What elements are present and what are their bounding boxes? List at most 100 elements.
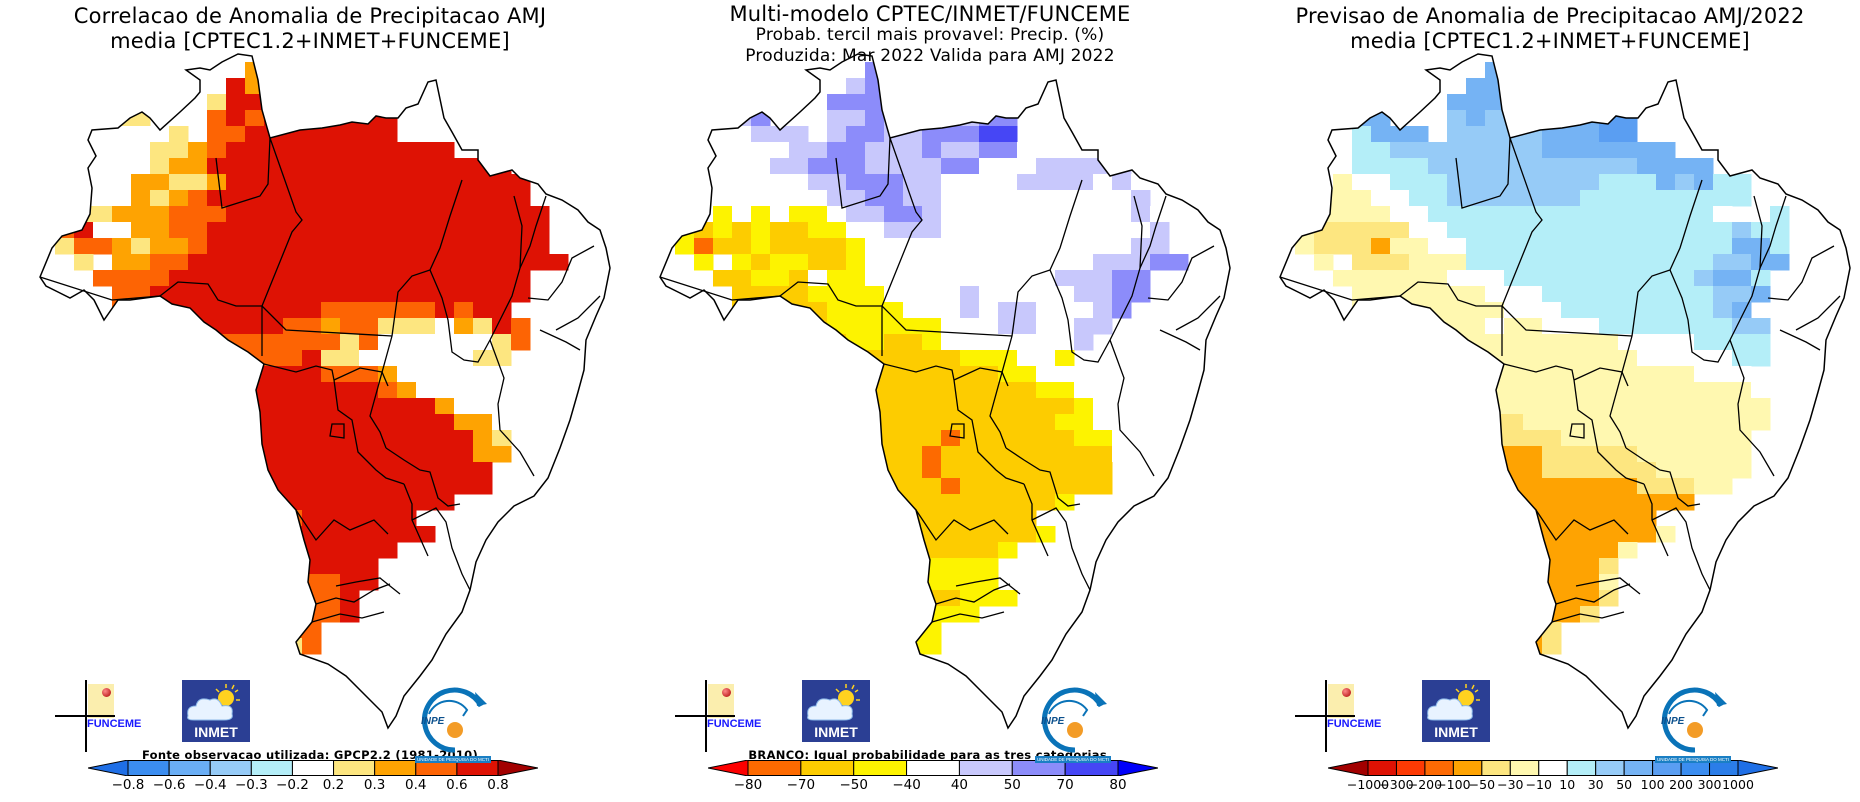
grid-cell <box>1112 222 1132 239</box>
grid-cell <box>998 206 1018 223</box>
grid-cell <box>884 670 904 687</box>
grid-cell <box>998 286 1018 303</box>
state-border <box>261 137 303 307</box>
grid-cell <box>340 526 360 543</box>
grid-cell <box>827 398 847 415</box>
grid-cell <box>1732 270 1752 287</box>
grid-cell <box>865 174 885 191</box>
grid-cell <box>378 542 398 559</box>
grid-cell <box>1371 222 1391 239</box>
grid-cell <box>359 398 379 415</box>
grid-cell <box>1561 366 1581 383</box>
grid-cell <box>941 222 961 239</box>
grid-cell <box>1485 222 1505 239</box>
grid-cell <box>1447 606 1467 623</box>
grid-cell <box>960 606 980 623</box>
grid-cell <box>770 302 790 319</box>
grid-cell <box>1580 350 1600 367</box>
grid-cell <box>979 558 999 575</box>
grid-cell <box>1637 206 1657 223</box>
grid-cell <box>340 542 360 559</box>
grid-cell <box>359 270 379 287</box>
grid-cell <box>827 206 847 223</box>
grid-cell <box>1637 526 1657 543</box>
colorbar-swatch <box>1395 760 1426 776</box>
grid-cell <box>1637 478 1657 495</box>
map-anomaly <box>1279 53 1851 730</box>
grid-cell <box>378 478 398 495</box>
grid-cell <box>1485 318 1505 335</box>
grid-cell <box>302 638 322 655</box>
grid-cell <box>865 558 885 575</box>
grid-cell <box>1447 190 1467 207</box>
grid-cell <box>922 398 942 415</box>
grid-cell <box>979 222 999 239</box>
state-border <box>953 379 1025 485</box>
grid-cell <box>1561 174 1581 191</box>
grid-cell <box>1732 430 1752 447</box>
grid-cell <box>264 654 284 671</box>
grid-cell <box>302 446 322 463</box>
grid-cell <box>1036 190 1056 207</box>
grid-cell <box>1751 414 1771 431</box>
grid-cell <box>511 174 531 191</box>
grid-cell <box>1599 334 1619 351</box>
colorbar-tick-label: 70 <box>1056 777 1074 793</box>
grid-cell <box>150 126 170 143</box>
grid-cell <box>1694 158 1714 175</box>
colorbar-tick-label: −0.4 <box>193 777 227 793</box>
state-border <box>1501 137 1543 307</box>
grid-cell <box>1523 526 1543 543</box>
grid-cell <box>1409 174 1429 191</box>
grid-cell <box>321 158 341 175</box>
grid-cell <box>827 142 847 159</box>
grid-cell <box>1599 590 1619 607</box>
grid-cell <box>1561 494 1581 511</box>
grid-cell <box>1542 398 1562 415</box>
grid-cell <box>1637 254 1657 271</box>
grid-cell <box>264 110 284 127</box>
grid-cell <box>1656 414 1676 431</box>
grid-cell <box>397 478 417 495</box>
grid-cell <box>473 334 493 351</box>
grid-cell <box>1580 318 1600 335</box>
grid-cell <box>960 190 980 207</box>
grid-cell <box>903 398 923 415</box>
grid-cell <box>321 574 341 591</box>
grid-cell <box>713 238 733 255</box>
grid-cell <box>150 190 170 207</box>
grid-cell <box>378 350 398 367</box>
country-outline <box>39 53 611 730</box>
grid-cell <box>397 334 417 351</box>
grid-cell <box>454 158 474 175</box>
grid-cell <box>808 254 828 271</box>
panel-title-line-2: Probab. tercil mais provavel: Precip. (%… <box>755 25 1105 45</box>
grid-cell <box>302 350 322 367</box>
grid-cell <box>1523 366 1543 383</box>
colorbar-tick-label: −100 <box>1436 777 1471 792</box>
grid-cell <box>1694 382 1714 399</box>
state-border <box>1651 507 1711 591</box>
colorbar-arrow-low <box>708 760 749 776</box>
grid-cell <box>1428 158 1448 175</box>
grid-cell <box>1656 462 1676 479</box>
grid-cell <box>1371 126 1391 143</box>
grid-cell <box>713 158 733 175</box>
grid-cell <box>979 206 999 223</box>
grid-cell <box>226 654 246 671</box>
state-border <box>519 195 547 269</box>
grid-cell <box>416 318 436 335</box>
grid-cell <box>188 350 208 367</box>
grid-cell <box>283 286 303 303</box>
grid-cell <box>1333 174 1353 191</box>
grid-cell <box>264 446 284 463</box>
grid-cell <box>865 206 885 223</box>
grid-cell <box>93 206 113 223</box>
colorbar-swatch <box>800 760 855 776</box>
state-border <box>159 281 262 307</box>
grid-cell <box>530 254 550 271</box>
grid-cell <box>1093 270 1113 287</box>
grid-cell <box>1542 478 1562 495</box>
grid-cell <box>789 126 809 143</box>
grid-cell <box>1580 590 1600 607</box>
